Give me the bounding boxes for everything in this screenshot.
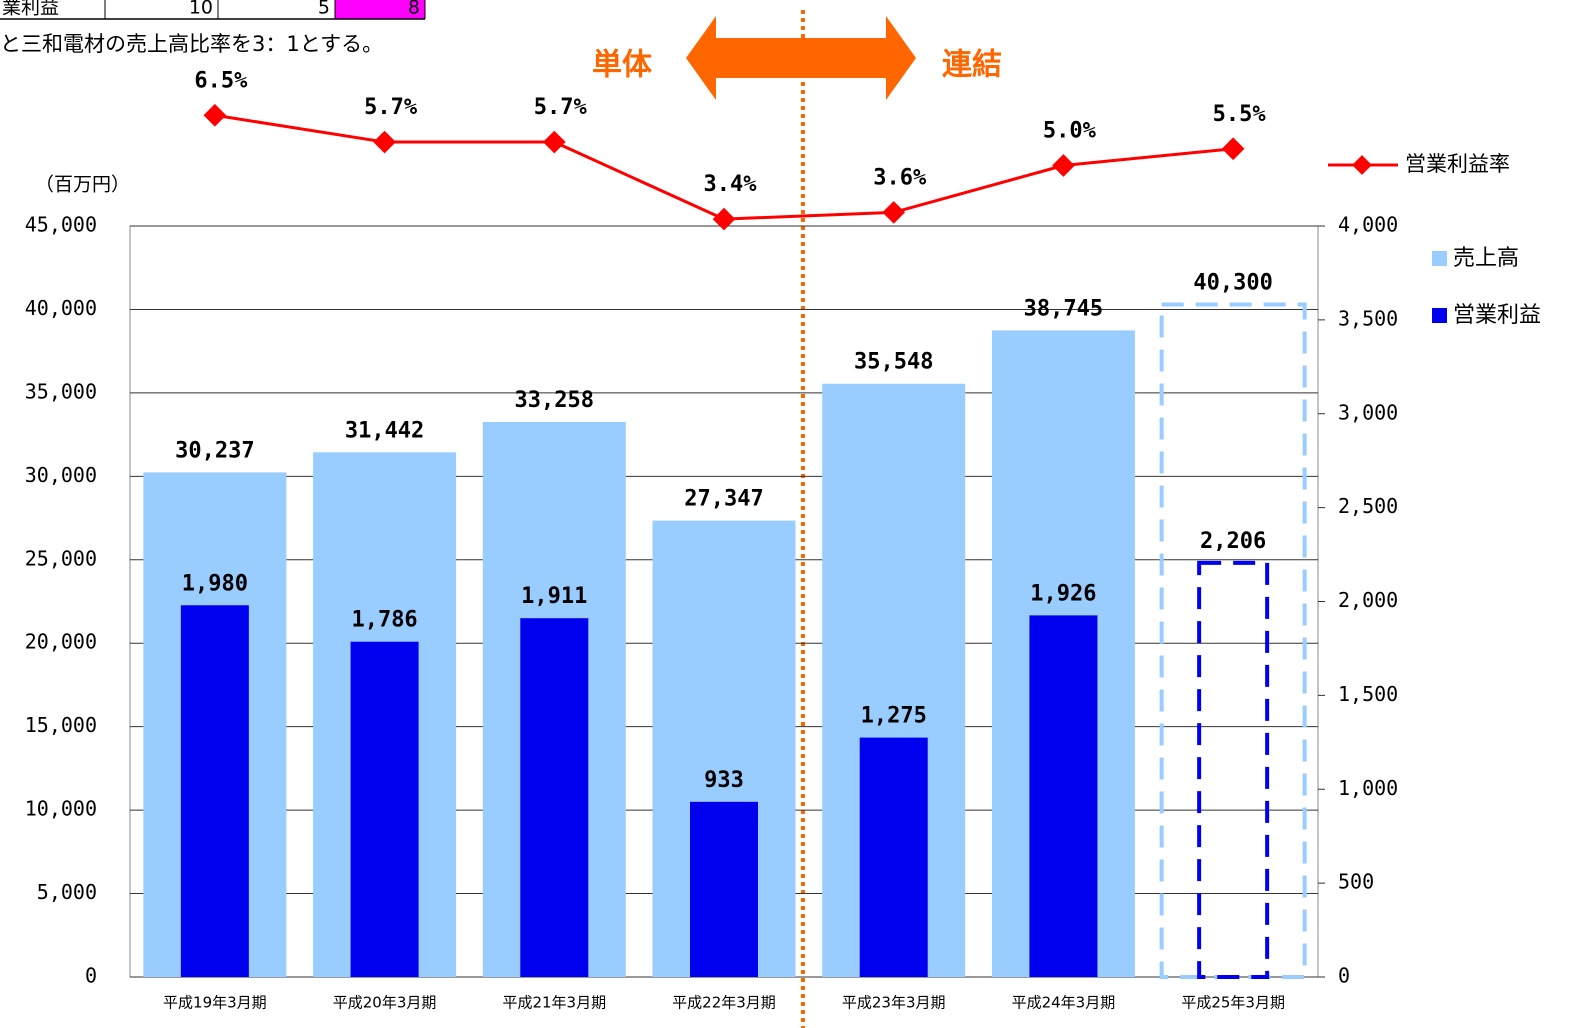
cell-text: 8 [408, 0, 420, 19]
y2-tick-label: 2,500 [1338, 494, 1398, 518]
marker [712, 207, 736, 231]
x-tick-label: 平成21年3月期 [502, 994, 606, 1012]
cell-text: 業利益 [2, 0, 59, 19]
line-value-label: 5.0% [1043, 119, 1097, 144]
marker [882, 201, 906, 224]
legend-label: 営業利益 [1453, 303, 1541, 328]
x-tick-label: 平成23年3月期 [842, 994, 946, 1012]
marker [542, 130, 566, 154]
bar-value-label: 1,980 [182, 571, 248, 596]
y-tick-label: 40,000 [25, 296, 97, 320]
line-value-label: 5.7% [364, 95, 418, 120]
bar-value-label: 30,237 [175, 438, 254, 463]
y-tick-label: 20,000 [25, 630, 97, 654]
bar [180, 605, 249, 977]
legend-swatch [1432, 308, 1447, 323]
line-value-label: 5.7% [534, 95, 588, 120]
y2-tick-label: 1,000 [1338, 776, 1398, 800]
x-tick-label: 平成20年3月期 [333, 994, 437, 1012]
legend-label: 売上高 [1453, 246, 1519, 271]
legend-marker [1352, 155, 1372, 175]
annotation: 単体 [592, 48, 653, 83]
cell-text: 10 [189, 0, 213, 19]
x-tick-label: 平成22年3月期 [672, 994, 776, 1012]
highlight-cell [335, 0, 425, 19]
x-tick-label: 平成19年3月期 [163, 994, 267, 1012]
marker [373, 130, 396, 154]
top-fragment: 業利益 10 5 8 と三和電材の売上高比率を3：1とする。 [0, 0, 426, 56]
bar [859, 737, 928, 977]
annotation: 連結 [942, 48, 1002, 83]
y-tick-label: 35,000 [25, 379, 97, 403]
y-tick-label: 25,000 [25, 546, 97, 570]
bar-value-label: 1,926 [1030, 581, 1096, 606]
line-value-label: 3.6% [873, 165, 927, 190]
bar [690, 801, 758, 977]
bar [1159, 302, 1307, 979]
bar-value-label: 1,786 [351, 608, 417, 633]
line-value-label: 3.4% [704, 172, 758, 197]
bar-value-label: 1,911 [521, 584, 587, 609]
marker [1221, 137, 1245, 161]
bar-value-label: 31,442 [345, 418, 424, 443]
marker [1052, 154, 1075, 177]
bar-value-label: 933 [704, 768, 744, 793]
bar-value-label: 38,745 [1024, 296, 1103, 321]
y-tick-label: 30,000 [25, 463, 97, 487]
note: と三和電材の売上高比率を3：1とする。 [0, 32, 383, 56]
y-tick-label: 10,000 [25, 797, 97, 821]
bar-value-label: 2,206 [1200, 529, 1266, 554]
y2-tick-label: 0 [1338, 964, 1350, 988]
bar [350, 641, 419, 977]
y2-tick-label: 3,500 [1338, 306, 1398, 330]
legend-swatch [1432, 251, 1447, 266]
y2-tick-label: 500 [1338, 870, 1374, 894]
bar-value-label: 35,548 [854, 350, 933, 375]
unit-label: （百万円） [35, 174, 130, 196]
bar-value-label: 33,258 [515, 388, 594, 413]
bar [520, 618, 589, 977]
cell-text: 5 [318, 0, 330, 19]
marker [203, 103, 227, 127]
y-tick-label: 0 [85, 964, 97, 988]
double-arrow [686, 16, 916, 100]
legend-label: 営業利益率 [1405, 152, 1510, 176]
y2-tick-label: 2,000 [1338, 588, 1398, 612]
line-value-label: 6.5% [194, 68, 248, 93]
y-tick-label: 15,000 [25, 713, 97, 737]
bar [1029, 615, 1098, 977]
line-value-label: 5.5% [1213, 102, 1267, 127]
y2-tick-label: 1,500 [1338, 682, 1398, 706]
x-tick-label: 平成25年3月期 [1181, 994, 1285, 1012]
y2-tick-label: 4,000 [1338, 213, 1398, 237]
bar-value-label: 40,300 [1193, 270, 1272, 295]
bar-value-label: 1,275 [861, 704, 927, 729]
y2-tick-label: 3,000 [1338, 400, 1398, 424]
bar [1197, 560, 1270, 979]
y-tick-label: 45,000 [25, 213, 97, 237]
x-tick-label: 平成24年3月期 [1012, 994, 1116, 1012]
bar-value-label: 27,347 [684, 487, 763, 512]
y-tick-label: 5,000 [37, 880, 97, 904]
